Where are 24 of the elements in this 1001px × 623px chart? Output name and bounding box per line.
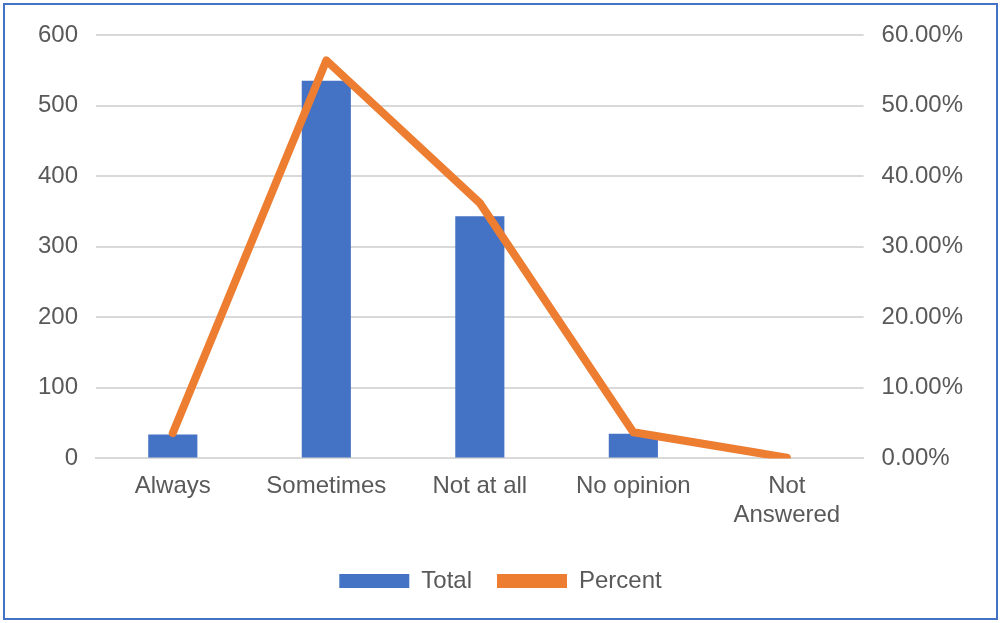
y-tick-label: 0 [64,443,79,471]
legend-label: Total [421,565,472,593]
y2-tick-label: 0.00% [881,443,950,471]
y-tick-label: 200 [38,301,79,329]
legend-label: Percent [578,565,663,593]
y2-tick-label: 20.00% [881,301,964,329]
y2-tick-label: 30.00% [881,231,964,259]
y2-tick-label: 10.00% [881,372,964,400]
x-tick-label: Always [134,471,211,499]
y-tick-label: 500 [38,90,79,118]
y-tick-label: 100 [38,372,79,400]
y2-tick-label: 40.00% [881,160,964,188]
y-tick-label: 300 [38,231,79,259]
y-tick-label: 600 [38,19,79,47]
x-tick-label: Sometimes [266,471,387,499]
y-tick-label: 400 [38,160,79,188]
x-tick-label: Not Answered [733,471,841,528]
bar [148,434,198,458]
y2-tick-label: 60.00% [881,19,964,47]
x-tick-label: Not at all [432,471,528,499]
bar [301,80,351,458]
x-tick-label: No opinion [575,471,691,499]
bar [455,216,505,458]
y2-tick-label: 50.00% [881,90,964,118]
